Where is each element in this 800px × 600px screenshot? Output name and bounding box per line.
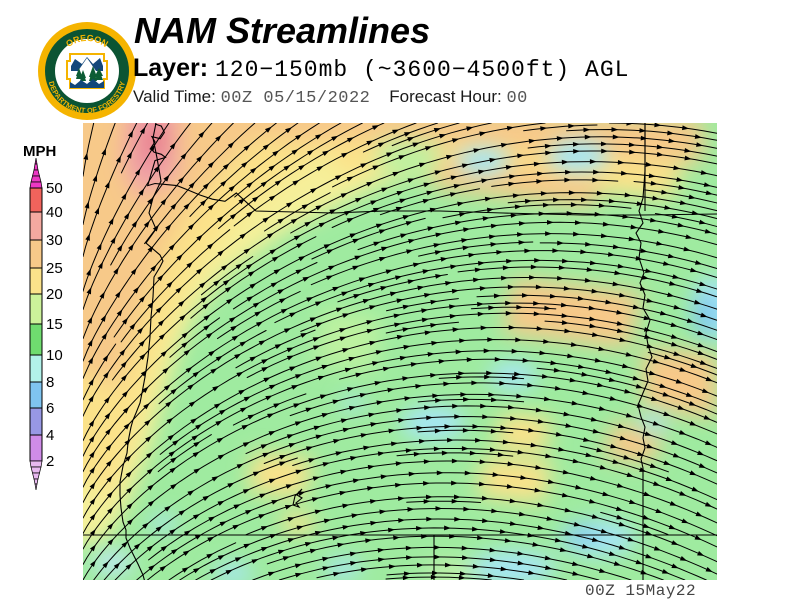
svg-text:20: 20 (46, 286, 63, 303)
svg-text:2: 2 (46, 453, 54, 470)
svg-text:4: 4 (46, 427, 54, 444)
svg-text:15: 15 (46, 316, 63, 333)
svg-text:6: 6 (46, 400, 54, 417)
svg-text:8: 8 (46, 374, 54, 391)
svg-text:25: 25 (46, 260, 63, 277)
svg-text:40: 40 (46, 204, 63, 221)
svg-text:30: 30 (46, 232, 63, 249)
svg-text:10: 10 (46, 347, 63, 364)
svg-text:50: 50 (46, 180, 63, 197)
